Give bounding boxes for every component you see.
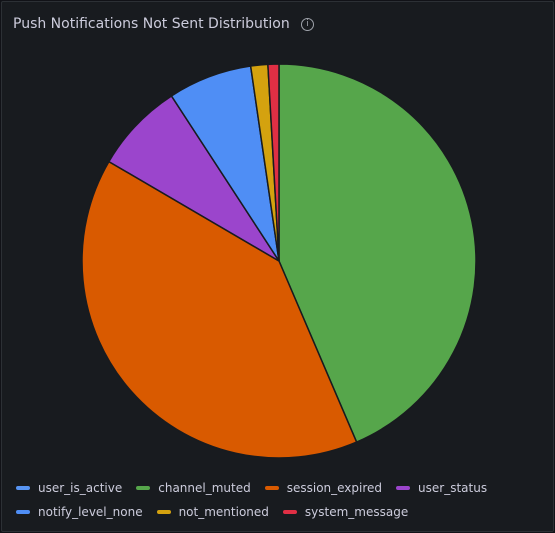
legend-swatch — [16, 486, 30, 490]
legend-label: session_expired — [286, 481, 383, 495]
legend-label: not_mentioned — [178, 505, 269, 519]
legend-item[interactable]: system_message — [282, 504, 409, 520]
pie-slice[interactable] — [81, 160, 358, 459]
legend: user_is_active channel_muted session_expir… — [16, 480, 546, 520]
legend-label: user_is_active — [38, 481, 123, 495]
pie-slice[interactable] — [278, 63, 477, 444]
panel-title: Push Notifications Not Sent Distribution — [13, 16, 290, 32]
legend-item[interactable]: not_mentioned — [156, 504, 269, 520]
legend-label: channel_muted — [158, 481, 251, 495]
pie-slice[interactable] — [267, 63, 280, 262]
legend-label: system_message — [304, 505, 409, 519]
legend-label: user_status — [418, 481, 488, 495]
legend-item[interactable]: user_status — [396, 480, 487, 496]
legend-swatch — [282, 510, 297, 514]
legend-swatch — [396, 486, 411, 490]
legend-item[interactable]: session_expired — [264, 480, 383, 496]
legend-item[interactable]: channel_muted — [136, 480, 251, 496]
legend-swatch — [264, 486, 279, 490]
legend-item[interactable]: notify_level_none — [16, 504, 143, 520]
legend-swatch — [16, 510, 30, 514]
legend-swatch — [136, 486, 151, 490]
legend-item[interactable]: user_is_active — [16, 480, 122, 496]
info-icon[interactable]: i — [301, 18, 314, 31]
legend-swatch — [156, 510, 171, 514]
legend-label: notify_level_none — [38, 505, 143, 519]
